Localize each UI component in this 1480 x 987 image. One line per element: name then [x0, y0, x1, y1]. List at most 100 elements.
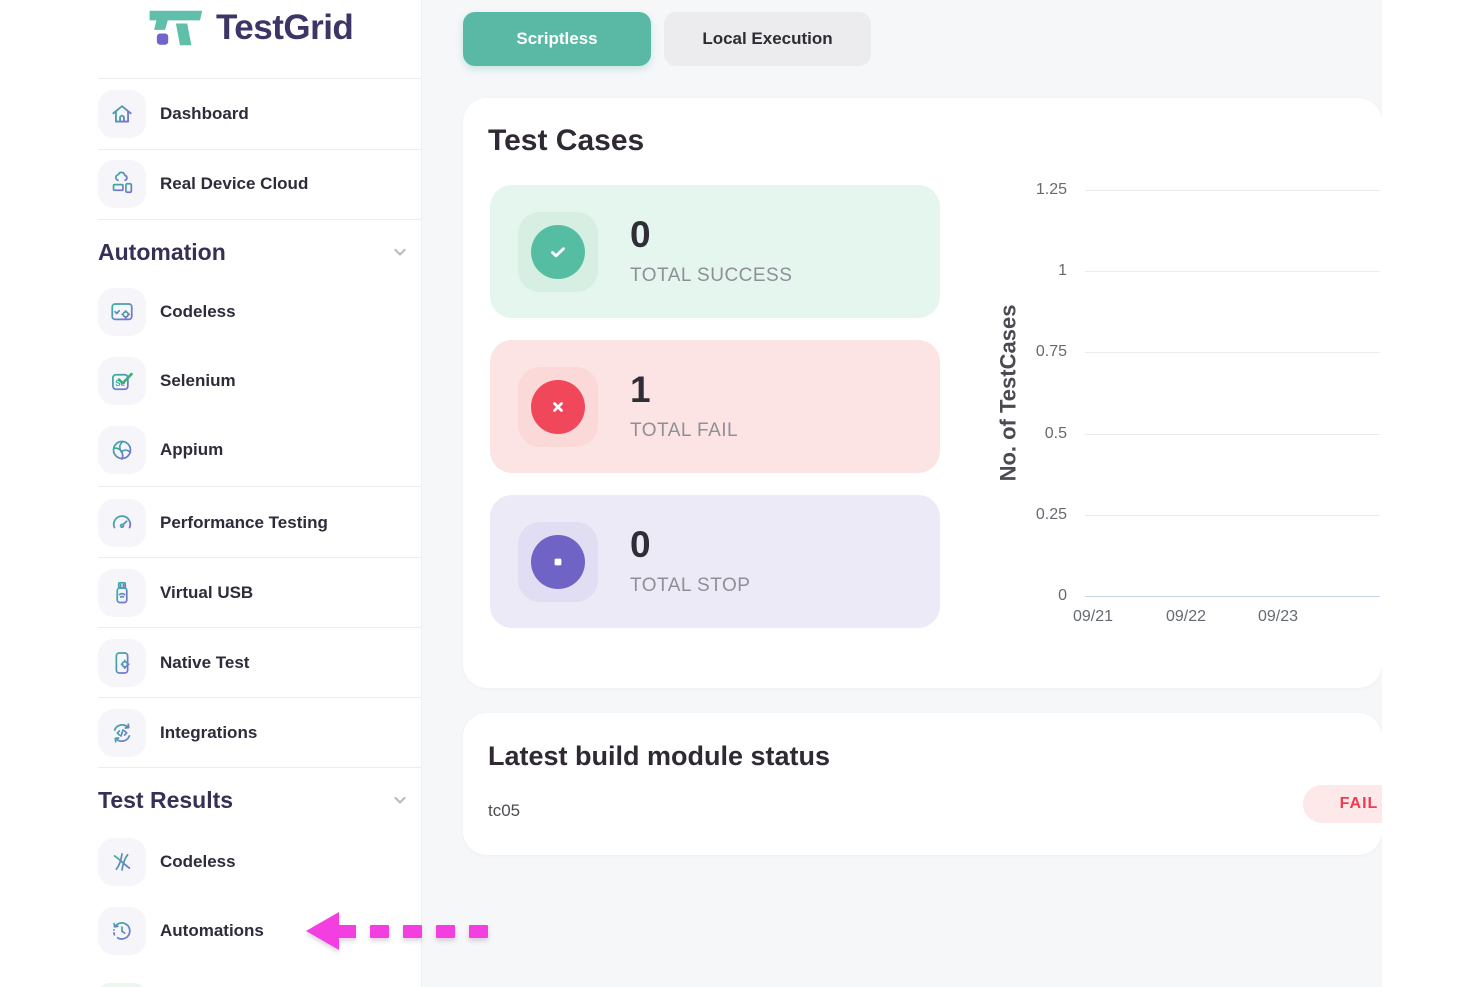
gridline — [1085, 352, 1380, 353]
sidebar-item-virtual-usb[interactable]: Virtual USB — [98, 569, 408, 617]
sidebar-item-native-test[interactable]: Native Test — [98, 639, 408, 687]
latest-build-card: Latest build module status tc05 FAIL — [463, 713, 1382, 855]
appium-icon — [98, 426, 146, 474]
fail-icon-tile — [518, 366, 598, 447]
success-icon-tile — [518, 211, 598, 292]
tab-scriptless[interactable]: Scriptless — [463, 12, 651, 66]
arrow-dash — [469, 924, 488, 938]
test-cases-chart: No. of TestCases 1.25 1 0.75 0.5 0.25 0 … — [975, 181, 1380, 630]
native-test-icon — [98, 639, 146, 687]
sidebar-item-label: Codeless — [160, 302, 236, 321]
divider — [98, 697, 422, 698]
latest-build-title: Latest build module status — [488, 741, 831, 771]
sidebar-item-integrations[interactable]: Integrations — [98, 709, 408, 757]
tab-label: Scriptless — [516, 29, 598, 48]
main-content: Scriptless Local Execution Test Cases 0 … — [422, 0, 1382, 987]
sidebar-item-label: Dashboard — [160, 104, 249, 123]
section-title: Test Results — [98, 786, 234, 813]
sidebar-section-test-results[interactable]: Test Results — [98, 782, 410, 818]
sidebar-item-dashboard[interactable]: Dashboard — [98, 90, 408, 138]
testgrid-logo-icon — [149, 10, 203, 46]
stat-label: TOTAL SUCCESS — [630, 265, 793, 286]
sidebar-item-results-codeless[interactable]: Codeless — [98, 838, 408, 886]
stat-value: 0 — [630, 214, 651, 255]
codeless-icon — [98, 288, 146, 336]
sidebar-item-partial — [98, 983, 146, 987]
stat-label: TOTAL STOP — [630, 575, 751, 596]
sidebar-item-label: Appium — [160, 440, 224, 459]
sidebar-item-label: Selenium — [160, 371, 236, 390]
x-tick: 09/22 — [1165, 608, 1207, 625]
sidebar-item-label: Integrations — [160, 723, 258, 742]
stop-icon-tile — [518, 521, 598, 602]
sidebar-item-label: Virtual USB — [160, 583, 254, 602]
stat-value: 1 — [630, 369, 651, 410]
divider — [98, 486, 422, 487]
x-tick: 09/21 — [1072, 608, 1114, 625]
sidebar-item-label: Native Test — [160, 653, 250, 672]
arrow-dash — [403, 924, 422, 938]
sidebar-item-results-automations[interactable]: Automations — [98, 907, 408, 955]
gridline-zero — [1085, 596, 1380, 597]
stat-texts: 0 TOTAL SUCCESS — [630, 216, 792, 287]
sidebar-item-performance-testing[interactable]: Performance Testing — [98, 499, 408, 547]
chart-y-axis-title: No. of TestCases — [995, 304, 1021, 482]
y-tick: 1.25 — [1035, 181, 1067, 198]
history-icon — [98, 907, 146, 955]
stat-value: 0 — [630, 524, 651, 565]
sidebar-section-automation[interactable]: Automation — [98, 234, 410, 270]
sidebar-item-label: Performance Testing — [160, 513, 328, 532]
device-cloud-icon — [98, 160, 146, 208]
divider — [98, 78, 422, 79]
svg-text:Se: Se — [115, 379, 125, 388]
cross-icon — [531, 379, 585, 434]
divider — [98, 149, 422, 150]
brand-logo-link[interactable]: TestGrid — [146, 8, 354, 48]
x-tick: 09/23 — [1257, 608, 1299, 625]
y-tick: 0 — [1058, 587, 1067, 604]
chevron-down-icon — [394, 796, 406, 804]
y-tick: 0.25 — [1035, 506, 1067, 523]
sidebar-item-label: Automations — [160, 921, 264, 940]
sidebar-item-codeless[interactable]: Codeless — [98, 288, 408, 336]
status-badge-fail: FAIL — [1303, 785, 1382, 823]
divider — [98, 219, 422, 220]
sidebar-item-selenium[interactable]: Se Selenium — [98, 357, 408, 405]
tab-local-execution[interactable]: Local Execution — [664, 12, 871, 66]
test-cases-card: Test Cases 0 TOTAL SUCCESS — [463, 98, 1382, 688]
y-tick: 1 — [1058, 262, 1067, 279]
integrations-icon — [98, 709, 146, 757]
y-tick: 0.75 — [1035, 343, 1067, 360]
stat-texts: 0 TOTAL STOP — [630, 526, 750, 597]
sidebar-item-label: Real Device Cloud — [160, 174, 309, 193]
gridline — [1085, 515, 1380, 516]
check-icon — [531, 224, 585, 279]
arrow-head — [306, 912, 339, 950]
stat-card-total-stop: 0 TOTAL STOP — [490, 495, 940, 628]
sidebar-item-real-device-cloud[interactable]: Real Device Cloud — [98, 160, 408, 208]
sidebar-item-appium[interactable]: Appium — [98, 426, 408, 474]
gauge-icon — [98, 499, 146, 547]
tab-label: Local Execution — [702, 29, 833, 48]
brand-name: TestGrid — [216, 8, 354, 47]
divider — [98, 627, 422, 628]
home-icon — [98, 90, 146, 138]
divider — [98, 767, 422, 768]
sidebar: TestGrid Dashboard Real Device Cloud — [0, 0, 422, 987]
arrow-dash — [370, 924, 389, 938]
arrow-stem — [339, 924, 356, 938]
build-module-name: tc05 — [488, 801, 521, 820]
selenium-icon: Se — [98, 357, 146, 405]
stop-square-icon — [531, 534, 585, 589]
annotation-arrow — [306, 912, 488, 950]
divider — [98, 557, 422, 558]
stat-label: TOTAL FAIL — [630, 420, 739, 441]
codeless-results-icon — [98, 838, 146, 886]
y-tick: 0.5 — [1044, 425, 1067, 442]
stat-texts: 1 TOTAL FAIL — [630, 371, 738, 442]
usb-icon — [98, 569, 146, 617]
gridline — [1085, 271, 1380, 272]
chevron-down-icon — [394, 248, 406, 256]
section-title: Automation — [98, 238, 226, 265]
